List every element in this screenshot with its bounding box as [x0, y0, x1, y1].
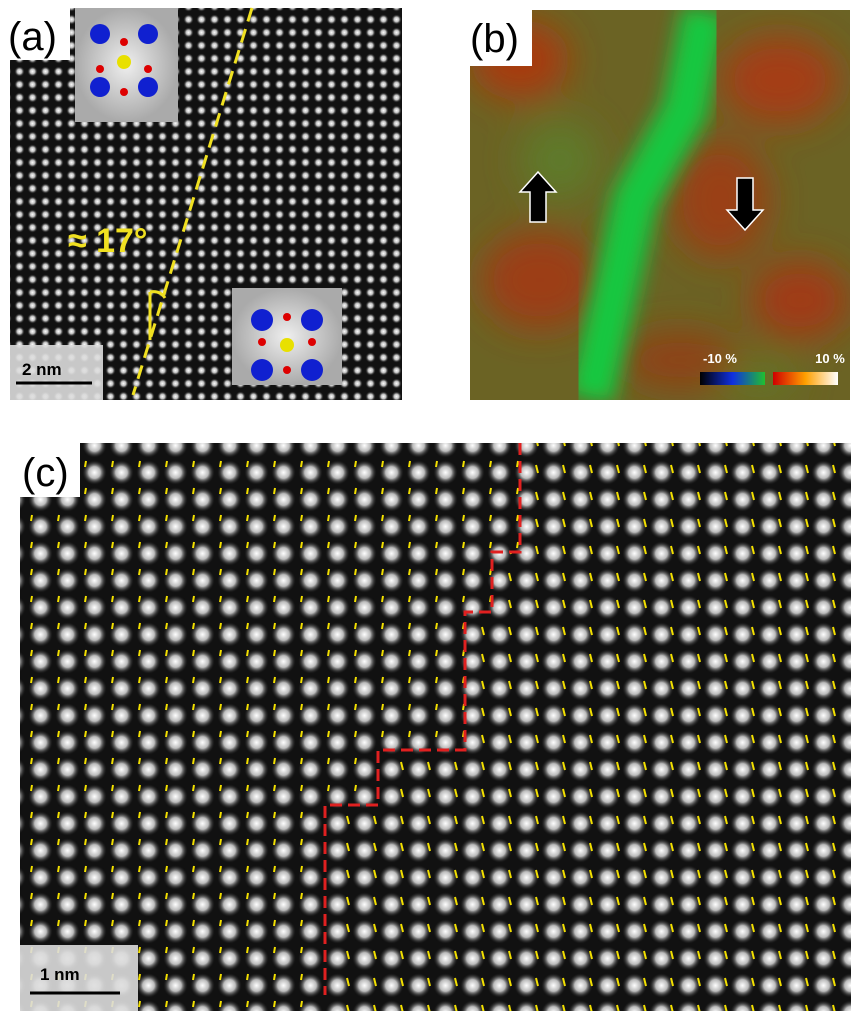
panel-label: (c) [22, 451, 69, 495]
inset [232, 288, 342, 385]
colorbar-negative [700, 372, 765, 385]
angle-label: ≈ 17° [68, 222, 148, 260]
scale-bar-label: 2 nm [22, 360, 62, 379]
figure: (a) ≈ 17° 2 nm [0, 0, 851, 1011]
panel-label: (a) [8, 15, 57, 59]
panel-a: (a) ≈ 17° 2 nm [8, 8, 402, 400]
panel-b: (b) -10 % 10 % [470, 10, 850, 400]
strain-map [470, 10, 850, 400]
scale-bar-label: 1 nm [40, 965, 80, 984]
panel-c: (c) 1 nm [20, 443, 851, 1011]
lattice-image [10, 8, 402, 400]
panel-label: (b) [470, 17, 519, 61]
inset [75, 8, 178, 122]
colorbar-min: -10 % [703, 351, 737, 366]
colorbar-positive [773, 372, 838, 385]
colorbar-max: 10 % [815, 351, 845, 366]
